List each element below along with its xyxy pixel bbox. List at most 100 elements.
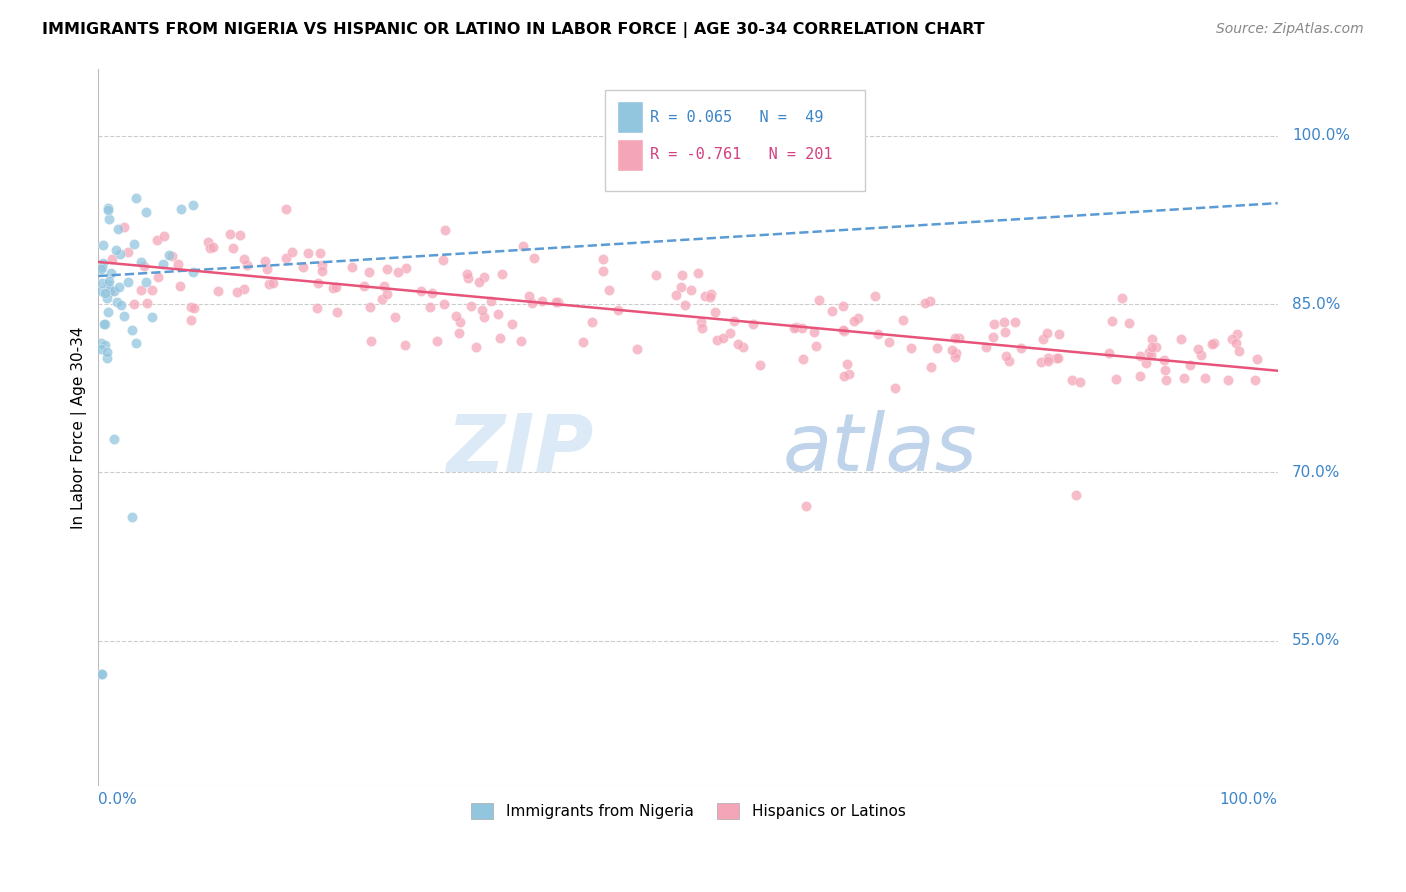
Point xyxy=(183,301,205,316)
Point xyxy=(97,277,120,292)
Point xyxy=(353,278,375,293)
FancyBboxPatch shape xyxy=(606,90,865,191)
Point xyxy=(141,283,163,297)
Point xyxy=(201,240,224,254)
Point xyxy=(748,358,770,372)
Point xyxy=(384,310,406,324)
Point xyxy=(1047,326,1070,341)
Point xyxy=(689,315,711,329)
Point xyxy=(792,351,814,366)
Point xyxy=(444,310,467,324)
Point xyxy=(1045,351,1067,366)
Point xyxy=(693,289,716,303)
Point xyxy=(91,256,114,270)
Point xyxy=(357,264,380,278)
Point xyxy=(945,331,967,345)
Point xyxy=(1227,344,1250,359)
Point xyxy=(472,269,495,284)
Point xyxy=(276,252,298,266)
Point xyxy=(994,349,1017,363)
Point xyxy=(180,301,202,315)
Point xyxy=(607,303,630,318)
Point xyxy=(1032,332,1054,346)
Point xyxy=(233,252,256,266)
Point xyxy=(157,247,180,261)
Point xyxy=(103,284,125,298)
Point xyxy=(723,314,745,328)
Point xyxy=(117,244,139,259)
Point xyxy=(1064,488,1087,502)
Point xyxy=(718,326,741,341)
Point xyxy=(1225,336,1247,351)
Point xyxy=(96,345,118,359)
Point xyxy=(925,341,948,355)
Text: IMMIGRANTS FROM NIGERIA VS HISPANIC OR LATINO IN LABOR FORCE | AGE 30-34 CORRELA: IMMIGRANTS FROM NIGERIA VS HISPANIC OR L… xyxy=(42,22,984,38)
Point xyxy=(409,285,432,299)
Point xyxy=(225,285,247,299)
Point xyxy=(90,336,112,351)
Point xyxy=(703,304,725,318)
Point xyxy=(517,289,540,303)
Point xyxy=(325,279,347,293)
Point xyxy=(807,293,830,307)
Point xyxy=(673,298,696,312)
Point xyxy=(530,293,553,308)
Point xyxy=(1140,340,1163,354)
Point xyxy=(512,238,534,252)
Point xyxy=(125,191,148,205)
Point xyxy=(153,228,176,243)
Point xyxy=(97,274,120,288)
Point xyxy=(803,326,825,340)
Point xyxy=(94,318,117,332)
Point xyxy=(464,340,486,354)
Point xyxy=(520,296,543,310)
Point xyxy=(96,351,118,366)
Point xyxy=(1140,332,1163,346)
Point xyxy=(842,314,865,328)
Point xyxy=(394,338,416,352)
Point xyxy=(98,282,121,296)
Point xyxy=(1189,348,1212,362)
Point xyxy=(1187,342,1209,356)
Point xyxy=(1144,340,1167,354)
Point xyxy=(322,281,344,295)
Point xyxy=(1216,374,1239,388)
Point xyxy=(457,271,479,285)
Point xyxy=(941,343,963,357)
Point xyxy=(110,297,132,311)
Point xyxy=(1154,373,1177,387)
Point xyxy=(122,297,145,311)
Point xyxy=(547,294,569,309)
Text: 70.0%: 70.0% xyxy=(1292,465,1340,480)
Point xyxy=(821,303,844,318)
Point xyxy=(222,241,245,255)
Point xyxy=(837,357,859,371)
Point xyxy=(699,290,721,304)
Point xyxy=(360,334,382,348)
Point xyxy=(281,245,304,260)
Point xyxy=(219,227,242,241)
Point xyxy=(998,354,1021,368)
Point xyxy=(792,321,814,335)
Text: 0.0%: 0.0% xyxy=(98,792,138,807)
Point xyxy=(1060,373,1083,387)
Point xyxy=(523,252,546,266)
Point xyxy=(96,305,118,319)
Text: Source: ZipAtlas.com: Source: ZipAtlas.com xyxy=(1216,22,1364,37)
Point xyxy=(94,337,117,351)
Point xyxy=(94,285,117,300)
Point xyxy=(1173,370,1195,384)
Point xyxy=(101,252,124,266)
Point xyxy=(96,291,118,305)
Point xyxy=(1194,371,1216,385)
Point xyxy=(804,339,827,353)
Point xyxy=(509,334,531,349)
Point xyxy=(426,334,449,349)
Point xyxy=(785,319,807,334)
Point xyxy=(1244,373,1267,387)
Point xyxy=(572,334,595,349)
Point xyxy=(994,325,1017,339)
Point xyxy=(1029,355,1052,369)
Point xyxy=(1220,333,1243,347)
Point xyxy=(1129,369,1152,384)
